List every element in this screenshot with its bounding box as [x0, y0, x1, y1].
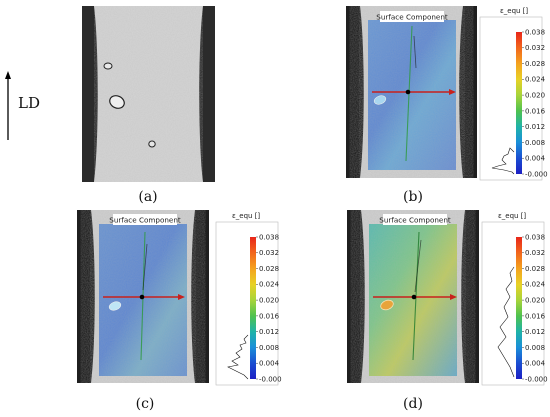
colorbar-tick-label: 0.016 — [525, 107, 546, 115]
colorbar-tick-label: 0.038 — [259, 233, 279, 241]
caption-b: (b) — [403, 189, 423, 205]
colorbar-d: ε_equ [] 0.038 0.032 0.028 0.024 0.020 0.016 0… — [480, 207, 550, 387]
colorbar-tick-label: 0.004 — [259, 360, 280, 368]
panel-c-image: Surface Component — [77, 210, 209, 383]
caption-c: (c) — [135, 396, 155, 412]
colorbar-tick-label: 0.020 — [525, 297, 545, 305]
colorbar-tick-label: 0.016 — [525, 312, 546, 320]
caption-a: (a) — [138, 189, 158, 205]
colorbar-ticks-b: 0.038 0.032 0.028 0.024 0.020 0.016 0.012 0.008… — [522, 28, 548, 178]
colorbar-c: ε_equ [] 0.038 0.032 0.028 0.024 0.020 0.016 0… — [214, 207, 284, 387]
colorbar-tick-label: 0.038 — [525, 28, 545, 36]
colorbar-b: ε_equ [] 0.038 0.032 0.028 0.024 0.020 0.016 0… — [478, 2, 548, 182]
ld-arrow — [5, 71, 11, 140]
overlay-title-b: Surface Component — [376, 13, 448, 22]
colorbar-tick-label: 0.024 — [259, 281, 280, 289]
colorbar-tick-label: 0.028 — [525, 265, 545, 273]
colorbar-ticks-c: 0.038 0.032 0.028 0.024 0.020 0.016 0.012 0.008… — [256, 233, 282, 383]
caption-d: (d) — [403, 396, 423, 412]
colorbar-tick-label: 0.024 — [525, 76, 546, 84]
colorbar-tick-label: 0.004 — [525, 360, 546, 368]
colorbar-tick-label: -0.000 — [525, 170, 548, 178]
colorbar-title-d: ε_equ [] — [498, 212, 526, 220]
ld-label: LD — [18, 94, 40, 112]
colorbar-tick-label: 0.008 — [259, 344, 279, 352]
colorbar-tick-label: 0.008 — [525, 344, 545, 352]
colorbar-tick-label: 0.012 — [525, 123, 545, 131]
colorbar-tick-label: 0.020 — [259, 297, 279, 305]
overlay-title-d: Surface Component — [379, 216, 451, 225]
colorbar-tick-label: 0.038 — [525, 233, 545, 241]
panel-d-image: Surface Component — [347, 210, 479, 383]
colorbar-tick-label: 0.028 — [259, 265, 279, 273]
panel-b-image: Surface Component — [346, 6, 477, 178]
colorbar-tick-label: 0.008 — [525, 139, 545, 147]
colorbar-tick-label: -0.000 — [525, 375, 548, 383]
colorbar-tick-label: 0.032 — [525, 44, 545, 52]
colorbar-tick-label: 0.012 — [525, 328, 545, 336]
panel-a-image — [82, 6, 215, 182]
colorbar-tick-label: 0.020 — [525, 92, 545, 100]
colorbar-tick-label: 0.016 — [259, 312, 280, 320]
colorbar-tick-label: 0.012 — [259, 328, 279, 336]
colorbar-tick-label: -0.000 — [259, 375, 282, 383]
colorbar-title-b: ε_equ [] — [500, 7, 528, 15]
colorbar-tick-label: 0.032 — [525, 249, 545, 257]
colorbar-tick-label: 0.024 — [525, 281, 546, 289]
colorbar-ticks-d: 0.038 0.032 0.028 0.024 0.020 0.016 0.012 0.008… — [522, 233, 548, 383]
colorbar-tick-label: 0.028 — [525, 60, 545, 68]
ld-axis: LD — [0, 0, 60, 160]
colorbar-tick-label: 0.032 — [259, 249, 279, 257]
overlay-title-c: Surface Component — [109, 216, 181, 225]
colorbar-tick-label: 0.004 — [525, 155, 546, 163]
colorbar-title-c: ε_equ [] — [232, 212, 260, 220]
